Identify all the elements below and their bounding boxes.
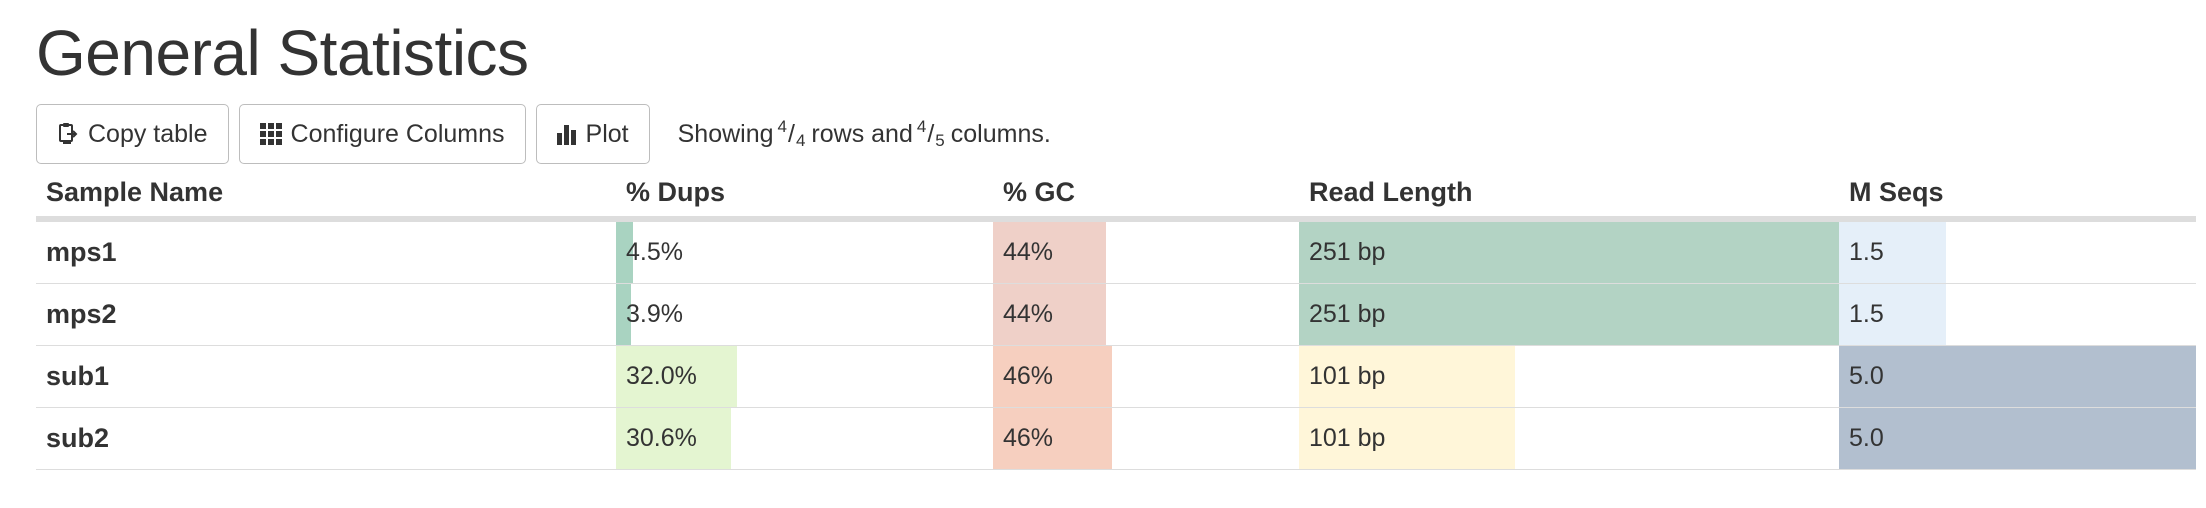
configure-columns-label: Configure Columns xyxy=(290,119,505,148)
grid-icon xyxy=(259,123,282,145)
m-seqs-cell: 1.5 xyxy=(1839,283,2196,346)
m-seqs-bar xyxy=(1839,222,1947,283)
sample-name-cell: mps2 xyxy=(36,283,616,346)
table-header-row: Sample Name % Dups % GC Read Length M Se… xyxy=(36,168,2196,222)
clipboard-copy-icon xyxy=(59,123,78,144)
table-row: sub1 32.0% 46% 101 bp 5.0 xyxy=(36,345,2196,408)
read-length-bar xyxy=(1299,346,1515,407)
m-seqs-value: 1.5 xyxy=(1849,300,1884,328)
m-seqs-value: 5.0 xyxy=(1849,424,1884,452)
read-length-cell: 101 bp xyxy=(1299,407,1839,470)
gc-bar xyxy=(993,408,1113,469)
read-length-bar xyxy=(1299,284,1839,345)
plot-button[interactable]: Plot xyxy=(535,104,650,164)
copy-table-label: Copy table xyxy=(88,119,208,148)
table-toolbar: Copy table Configure Columns Plo xyxy=(36,104,1051,164)
m-seqs-value: 1.5 xyxy=(1849,238,1884,266)
table-row: mps2 3.9% 44% 251 bp 1.5 xyxy=(36,283,2196,346)
plot-label: Plot xyxy=(585,119,629,148)
configure-columns-button[interactable]: Configure Columns xyxy=(238,104,526,164)
showing-summary: Showing 4/4 rows and 4/5 columns. xyxy=(677,116,1051,150)
dups-bar xyxy=(616,222,633,283)
dups-bar xyxy=(616,284,631,345)
dups-value: 32.0% xyxy=(626,362,697,390)
dups-bar xyxy=(616,408,732,469)
m-seqs-bar xyxy=(1839,346,2196,407)
dups-cell: 32.0% xyxy=(616,345,993,408)
showing-middle: rows and xyxy=(811,119,913,148)
gc-value: 44% xyxy=(1003,300,1054,328)
gc-value: 44% xyxy=(1003,238,1054,266)
read-length-value: 251 bp xyxy=(1309,300,1386,328)
dups-value: 4.5% xyxy=(626,238,683,266)
dups-value: 30.6% xyxy=(626,424,697,452)
dups-bar xyxy=(616,346,737,407)
dups-cell: 4.5% xyxy=(616,219,993,284)
gc-cell: 44% xyxy=(993,219,1299,284)
table-row: mps1 4.5% 44% 251 bp 1.5 xyxy=(36,219,2196,284)
column-header-dups[interactable]: % Dups xyxy=(616,168,993,222)
dups-cell: 30.6% xyxy=(616,407,993,470)
gc-cell: 46% xyxy=(993,407,1299,470)
m-seqs-cell: 1.5 xyxy=(1839,219,2196,284)
sample-name-cell: sub1 xyxy=(36,345,616,408)
gc-bar xyxy=(993,222,1107,283)
gc-bar xyxy=(993,346,1113,407)
showing-prefix: Showing xyxy=(677,119,774,148)
m-seqs-cell: 5.0 xyxy=(1839,407,2196,470)
rows-fraction: 4/4 xyxy=(777,116,806,150)
sample-name-cell: mps1 xyxy=(36,219,616,284)
m-seqs-cell: 5.0 xyxy=(1839,345,2196,408)
gc-cell: 46% xyxy=(993,345,1299,408)
column-header-gc[interactable]: % GC xyxy=(993,168,1299,222)
read-length-cell: 101 bp xyxy=(1299,345,1839,408)
columns-shown: 4 xyxy=(916,116,927,136)
column-header-read-length[interactable]: Read Length xyxy=(1299,168,1839,222)
column-header-m-seqs[interactable]: M Seqs xyxy=(1839,168,2196,222)
read-length-cell: 251 bp xyxy=(1299,219,1839,284)
gc-cell: 44% xyxy=(993,283,1299,346)
page-title: General Statistics xyxy=(36,17,529,89)
general-stats-table: Sample Name % Dups % GC Read Length M Se… xyxy=(36,168,2196,470)
gc-bar xyxy=(993,284,1107,345)
read-length-value: 251 bp xyxy=(1309,238,1386,266)
read-length-value: 101 bp xyxy=(1309,424,1386,452)
columns-total: 5 xyxy=(935,130,945,150)
gc-value: 46% xyxy=(1003,362,1054,390)
columns-fraction: 4/5 xyxy=(916,116,945,150)
m-seqs-bar xyxy=(1839,284,1947,345)
column-header-sample-name[interactable]: Sample Name xyxy=(36,168,616,222)
read-length-value: 101 bp xyxy=(1309,362,1386,390)
dups-value: 3.9% xyxy=(626,300,683,328)
copy-table-button[interactable]: Copy table xyxy=(36,104,229,164)
m-seqs-value: 5.0 xyxy=(1849,362,1884,390)
showing-suffix: columns. xyxy=(950,119,1051,148)
table-row: sub2 30.6% 46% 101 bp 5.0 xyxy=(36,407,2196,470)
dups-cell: 3.9% xyxy=(616,283,993,346)
sample-name-cell: sub2 xyxy=(36,407,616,470)
read-length-bar xyxy=(1299,222,1839,283)
m-seqs-bar xyxy=(1839,408,2196,469)
read-length-cell: 251 bp xyxy=(1299,283,1839,346)
rows-shown: 4 xyxy=(777,116,787,136)
bar-chart-icon xyxy=(556,125,576,145)
read-length-bar xyxy=(1299,408,1515,469)
gc-value: 46% xyxy=(1003,424,1054,452)
rows-total: 4 xyxy=(795,130,806,150)
